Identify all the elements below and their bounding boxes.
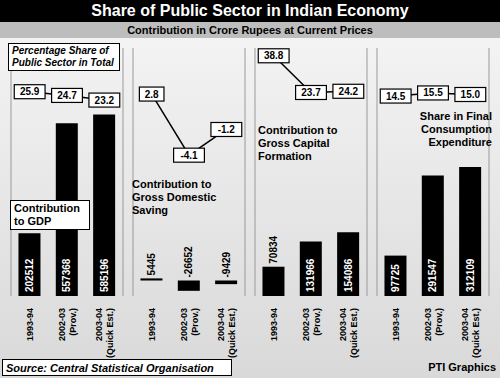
svg-text:202512: 202512	[24, 258, 35, 292]
svg-text:2003-04: 2003-04	[338, 308, 348, 341]
html-text:PTI Graphics: PTI Graphics	[428, 361, 496, 373]
svg-text:38.8: 38.8	[264, 50, 284, 61]
html-text:Percentage Share of Public Sec: Percentage Share of Public Sector in Tot…	[12, 45, 114, 68]
svg-text:2002-03: 2002-03	[301, 308, 311, 341]
svg-text:1993-94: 1993-94	[147, 308, 157, 341]
svg-text:2003-04: 2003-04	[460, 308, 470, 341]
svg-text:25.9: 25.9	[20, 86, 40, 97]
svg-text:2002-03: 2002-03	[179, 308, 189, 341]
svg-text:-26652: -26652	[183, 246, 194, 278]
svg-text:-9429: -9429	[221, 251, 232, 277]
svg-text:(Quick Est.): (Quick Est.)	[105, 308, 115, 358]
html-text:Share of Public Sector in Indi: Share of Public Sector in Indian Economy	[91, 2, 409, 19]
svg-text:131966: 131966	[305, 258, 316, 292]
svg-text:2003-04: 2003-04	[216, 308, 226, 341]
svg-text:15.0: 15.0	[461, 89, 481, 100]
svg-text:2002-03: 2002-03	[423, 308, 433, 341]
html-text:Contribution to Gross Domestic: Contribution to Gross Domestic Saving	[132, 178, 217, 216]
svg-text:1993-94: 1993-94	[25, 308, 35, 341]
svg-text:23.7: 23.7	[301, 87, 321, 98]
svg-text:2.8: 2.8	[145, 89, 159, 100]
svg-text:24.7: 24.7	[57, 90, 77, 101]
html-text:Share in Final Consumption Exp: Share in Final Consumption Expenditure	[419, 110, 492, 148]
svg-text:2003-04: 2003-04	[94, 308, 104, 341]
svg-text:5445: 5445	[146, 253, 157, 276]
svg-text:2002-03: 2002-03	[57, 308, 67, 341]
svg-text:(Prov.): (Prov.)	[434, 308, 444, 336]
svg-text:(Prov.): (Prov.)	[312, 308, 322, 336]
svg-text:291547: 291547	[427, 258, 438, 292]
svg-text:70834: 70834	[268, 235, 279, 263]
svg-text:(Quick Est.): (Quick Est.)	[227, 308, 237, 358]
svg-text:14.5: 14.5	[386, 91, 406, 102]
svg-text:(Prov.): (Prov.)	[190, 308, 200, 336]
svg-text:15.5: 15.5	[423, 87, 443, 98]
html-text:Contribution to Gross Capital: Contribution to Gross Capital Formation	[258, 124, 338, 162]
svg-text:23.2: 23.2	[95, 95, 115, 106]
svg-text:1993-94: 1993-94	[391, 308, 401, 341]
svg-text:24.2: 24.2	[339, 86, 359, 97]
html-text:Contribution in Crore Rupees a: Contribution in Crore Rupees at Current …	[127, 24, 373, 36]
svg-text:-1.2: -1.2	[218, 124, 236, 135]
html-text:Contribution to GDP: Contribution to GDP	[14, 202, 80, 227]
svg-text:(Quick Est.): (Quick Est.)	[349, 308, 359, 358]
svg-text:97725: 97725	[390, 264, 401, 292]
svg-text:(Prov.): (Prov.)	[68, 308, 78, 336]
svg-text:-4.1: -4.1	[180, 150, 198, 161]
html-text:Source: Central Statistical Or: Source: Central Statistical Organisation	[6, 362, 214, 374]
svg-text:557368: 557368	[61, 258, 72, 292]
svg-text:(Quick Est.): (Quick Est.)	[471, 308, 481, 358]
svg-text:312109: 312109	[465, 258, 476, 292]
svg-text:1993-94: 1993-94	[269, 308, 279, 341]
svg-text:154086: 154086	[343, 258, 354, 292]
svg-text:585196: 585196	[99, 258, 110, 292]
